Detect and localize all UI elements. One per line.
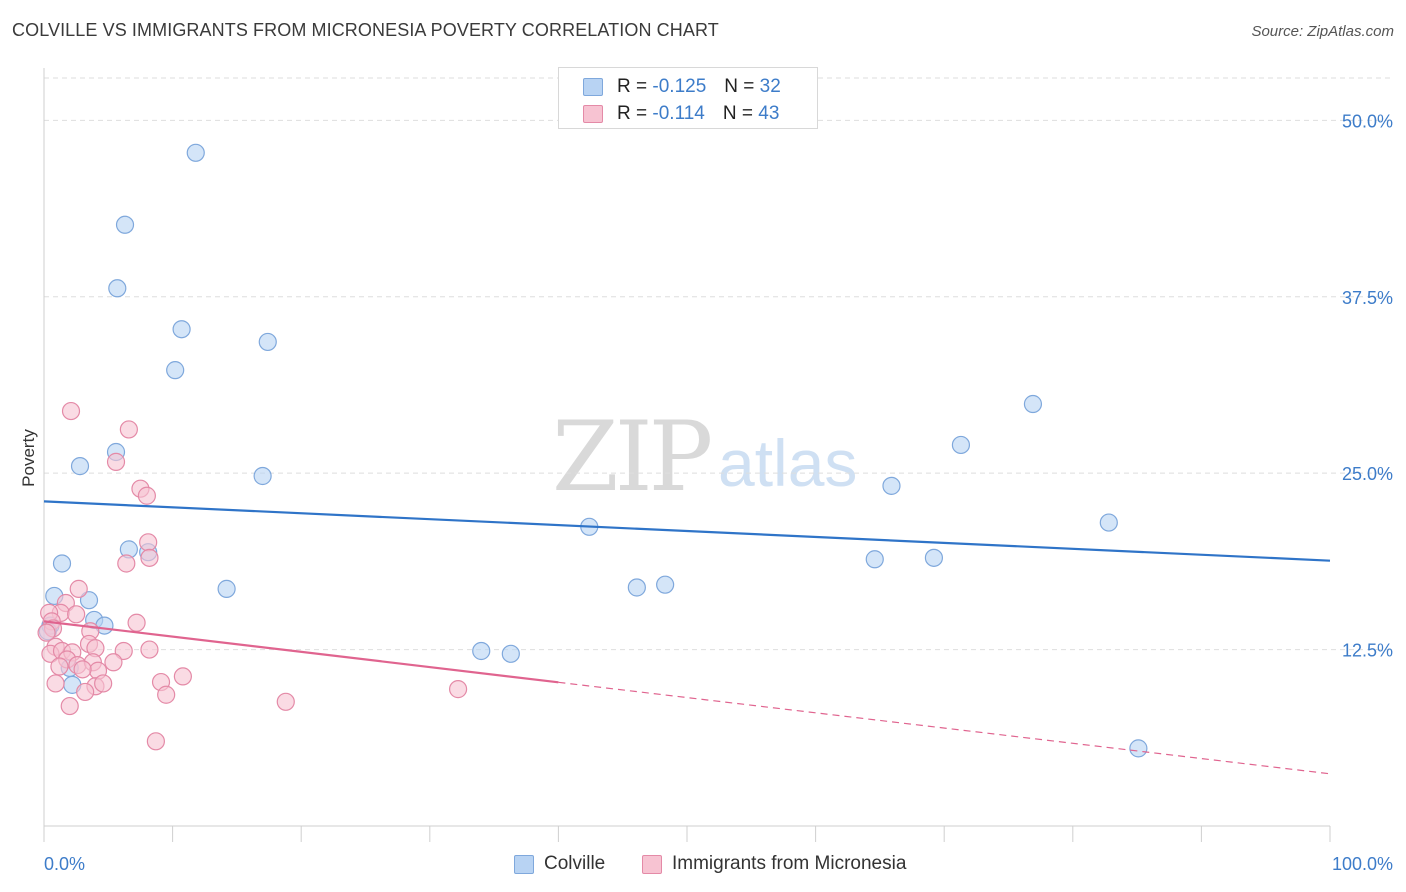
micronesia-point <box>139 533 158 552</box>
micronesia-point <box>104 653 123 672</box>
micronesia-point <box>94 674 113 693</box>
colville-point <box>52 554 72 573</box>
micronesia-point <box>50 657 69 676</box>
x-tick-label: 0.0% <box>44 854 85 874</box>
colville-point <box>924 548 944 567</box>
x-tick-label: 100.0% <box>1332 854 1393 874</box>
micronesia-point <box>448 680 468 699</box>
micronesia-point <box>140 548 159 567</box>
colville-point <box>172 320 191 339</box>
y-tick-label: 37.5% <box>1342 288 1393 308</box>
legend-r-value: -0.125 <box>652 76 707 97</box>
bottom-legend-micronesia: Immigrants from Micronesia <box>642 852 906 876</box>
micronesia-point <box>137 486 156 505</box>
micronesia-point <box>157 685 176 704</box>
y-tick-label: 12.5% <box>1342 641 1393 661</box>
colville-point <box>1023 394 1043 414</box>
micronesia-point <box>114 641 133 661</box>
legend-row-colville: R = -0.125 N = 32 <box>583 76 781 98</box>
bottom-legend-label-colville: Colville <box>544 853 606 874</box>
micronesia-point <box>61 401 81 421</box>
micronesia-point <box>276 692 295 711</box>
watermark: ZIP atlas <box>552 401 857 513</box>
colville-point <box>70 457 90 476</box>
bottom-legend-label-micronesia: Immigrants from Micronesia <box>672 853 907 874</box>
gridlines <box>44 77 1392 651</box>
micronesia-trend-line-dashed <box>558 681 1331 775</box>
colville-point <box>217 579 236 598</box>
axes <box>43 68 1331 842</box>
bottom-legend-swatch-micronesia <box>642 854 662 874</box>
legend-swatch-micronesia <box>583 105 603 123</box>
legend-n-value: 32 <box>759 76 781 97</box>
micronesia-trend-line <box>43 620 559 684</box>
legend-swatch-colville <box>583 78 603 96</box>
legend-r-label: R = <box>617 103 648 124</box>
colville-point <box>253 466 272 486</box>
legend-r-value: -0.114 <box>652 103 705 124</box>
micronesia-point <box>69 579 88 598</box>
y-tick-label: 25.0% <box>1342 464 1393 484</box>
colville-point <box>1129 739 1148 758</box>
colville-point <box>258 332 277 352</box>
micronesia-point <box>117 554 136 573</box>
micronesia-point <box>140 640 159 659</box>
micronesia-point <box>106 452 126 471</box>
colville-point <box>627 578 646 597</box>
colville-point <box>951 435 971 455</box>
colville-point <box>166 361 185 380</box>
legend-n-value: 43 <box>758 103 780 124</box>
y-axis-title: Poverty <box>19 429 38 487</box>
legend-row-micronesia: R = -0.114 N = 43 <box>583 103 779 125</box>
micronesia-point <box>173 667 192 686</box>
y-tick-label: 50.0% <box>1342 111 1393 131</box>
source-label: Source: ZipAtlas.com <box>1251 23 1394 40</box>
micronesia-point <box>37 623 56 642</box>
legend-r-label: R = <box>617 76 648 97</box>
colville-trend-line <box>43 500 1331 562</box>
colville-point <box>186 143 205 162</box>
bottom-legend-colville: Colville <box>514 852 605 876</box>
micronesia-point <box>46 674 65 693</box>
colville-point <box>115 215 135 234</box>
watermark-atlas: atlas <box>718 426 857 500</box>
micronesia-point <box>127 613 146 632</box>
micronesia-point <box>76 682 95 702</box>
stats-legend: R = -0.125 N = 32 R = -0.114 N = 43 <box>558 67 818 129</box>
legend-n-label: N = <box>724 76 755 97</box>
bottom-legend-swatch-colville <box>514 854 534 874</box>
micronesia-point <box>146 732 165 751</box>
colville-point <box>656 575 675 594</box>
colville-point <box>882 476 901 495</box>
chart-title: COLVILLE VS IMMIGRANTS FROM MICRONESIA P… <box>12 20 719 40</box>
colville-point <box>472 641 491 661</box>
tick-labels: 12.5% 25.0% 37.5% 50.0% 0.0% 100.0% <box>44 111 1393 874</box>
colville-point <box>108 279 127 298</box>
micronesia-point <box>119 420 138 439</box>
watermark-zip: ZIP <box>552 401 711 513</box>
colville-point <box>865 550 884 569</box>
micronesia-point <box>73 660 92 679</box>
colville-point <box>1099 513 1118 532</box>
colville-point <box>501 644 520 663</box>
micronesia-point <box>60 696 79 716</box>
micronesia-points <box>37 401 468 751</box>
trend-lines <box>43 500 1331 775</box>
legend-n-label: N = <box>722 103 753 124</box>
micronesia-point <box>67 605 86 624</box>
colville-point <box>79 591 99 610</box>
